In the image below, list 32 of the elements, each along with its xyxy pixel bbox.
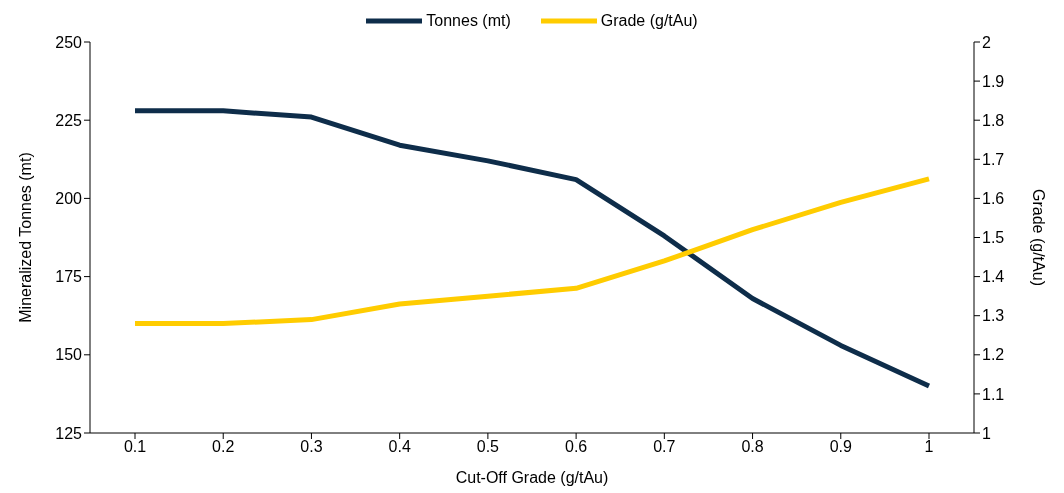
x-tick-label: 0.9 (829, 438, 852, 456)
x-tick-label: 0.1 (123, 438, 147, 456)
x-tick-label: 1 (924, 438, 934, 456)
y-tick-label: 150 (55, 346, 83, 364)
y2-tick-label: 1.3 (982, 307, 1005, 325)
x-tick-label: 0.8 (741, 438, 764, 456)
x-tick-label: 0.5 (476, 438, 500, 456)
y-tick-label: 125 (55, 424, 83, 442)
y2-axis-title: Grade (g/tAu) (1030, 189, 1048, 286)
y2-tick-label: 1.7 (982, 150, 1005, 168)
x-tick-label: 0.4 (388, 438, 411, 456)
y2-tick-label: 1.5 (982, 229, 1005, 247)
legend-label: Grade (g/tAu) (599, 12, 698, 30)
y-tick-label: 200 (55, 190, 83, 208)
legend-label: Tonnes (mt) (425, 12, 511, 30)
x-tick-label: 0.3 (300, 438, 323, 456)
y-tick-label: 250 (55, 33, 83, 51)
y2-tick-label: 1.6 (982, 190, 1005, 208)
y-tick-label: 225 (55, 111, 83, 129)
y-tick-label: 175 (55, 268, 83, 286)
y2-tick-label: 2 (982, 33, 991, 51)
y2-tick-label: 1 (982, 424, 991, 442)
y2-tick-label: 1.2 (982, 346, 1005, 364)
y2-tick-label: 1.9 (982, 72, 1005, 90)
y2-tick-label: 1.4 (982, 268, 1005, 286)
y2-tick-label: 1.8 (982, 111, 1005, 129)
x-tick-label: 0.6 (564, 438, 588, 456)
x-axis-title: Cut-Off Grade (g/tAu) (455, 469, 609, 486)
y2-tick-label: 1.1 (982, 385, 1005, 403)
x-tick-label: 0.7 (653, 438, 676, 456)
y-axis-title: Mineralized Tonnes (mt) (16, 152, 34, 323)
x-tick-label: 0.2 (212, 438, 235, 456)
